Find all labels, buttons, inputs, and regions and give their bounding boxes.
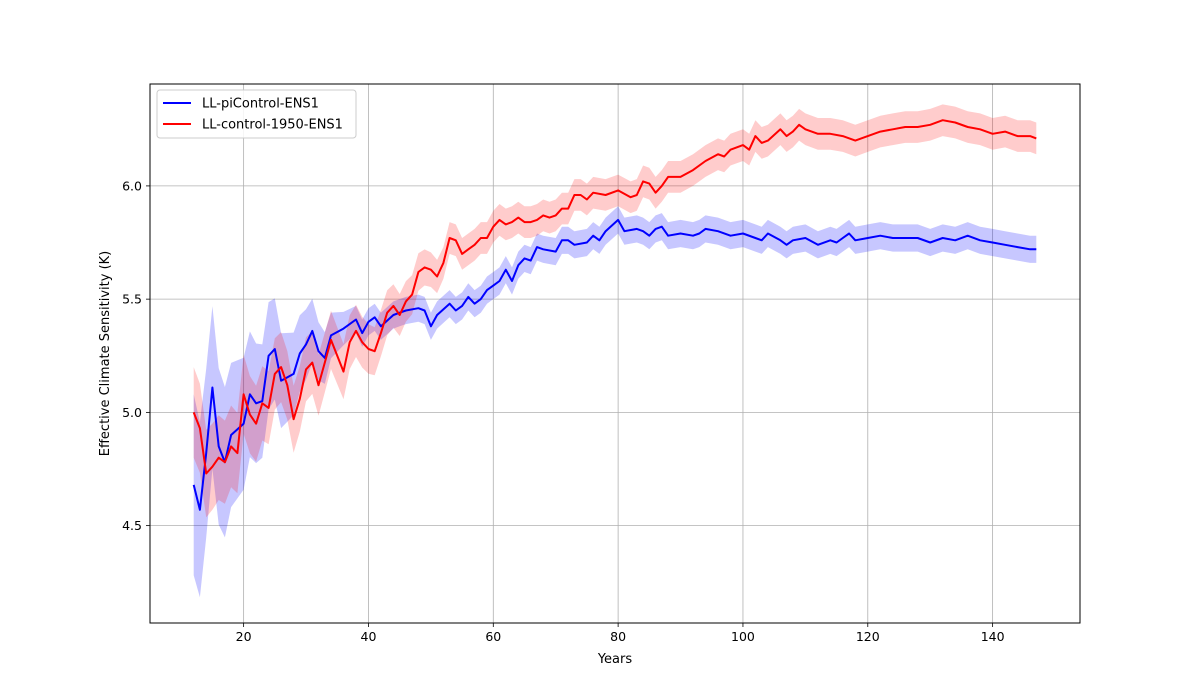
legend-label-control-1950: LL-control-1950-ENS1 xyxy=(202,118,343,133)
x-tick-label: 80 xyxy=(610,629,626,644)
x-tick-label: 60 xyxy=(485,629,501,644)
legend-label-picontrol: LL-piControl-ENS1 xyxy=(202,97,319,112)
plot-frame xyxy=(149,83,1081,624)
y-tick-label: 5.0 xyxy=(122,405,142,420)
x-tick-label: 120 xyxy=(856,629,880,644)
y-axis-label: Effective Climate Sensitivity (K) xyxy=(98,251,113,457)
axis-ticks: 20 40 60 80 100 120 140 4.5 5.0 5.5 6.0 xyxy=(122,178,1004,644)
confidence-bands xyxy=(193,104,1037,598)
x-tick-label: 140 xyxy=(981,629,1005,644)
x-tick-label: 100 xyxy=(731,629,755,644)
legend-box xyxy=(156,89,357,139)
series-lines xyxy=(192,119,1037,511)
x-tick-label: 40 xyxy=(361,629,377,644)
x-tick-label: 20 xyxy=(236,629,252,644)
y-tick-label: 5.5 xyxy=(122,292,142,307)
y-tick-label: 4.5 xyxy=(122,518,142,533)
x-axis-label: Years xyxy=(597,652,633,667)
y-tick-label: 6.0 xyxy=(122,178,142,193)
line-series-1 xyxy=(192,119,1037,475)
band-series-1 xyxy=(193,104,1037,518)
legend: LL-piControl-ENS1 LL-control-1950-ENS1 xyxy=(156,89,357,139)
line-series-0 xyxy=(192,218,1037,511)
grid xyxy=(150,84,1080,623)
